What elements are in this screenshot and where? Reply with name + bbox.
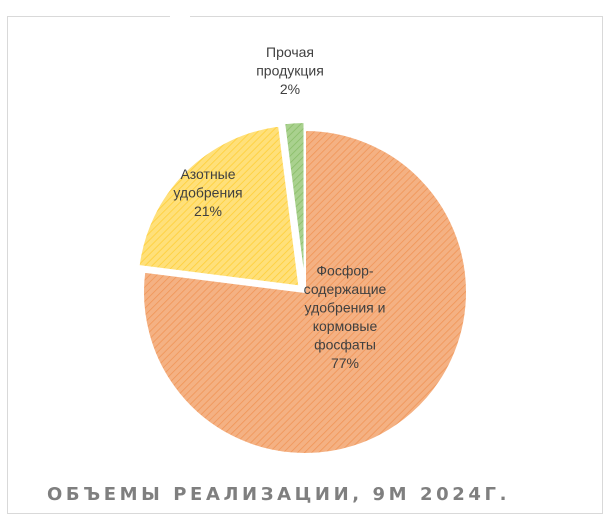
slice-label-phosphate: Фосфор-содержащие удобрения и кормовые фосф…	[304, 262, 387, 371]
slices-layer	[137, 121, 468, 455]
frame-gap	[170, 12, 190, 20]
slice-label-line: продукция	[256, 63, 324, 79]
chart-title: ОБЪЕМЫ РЕАЛИЗАЦИИ, 9М 2024Г.	[47, 484, 511, 505]
slice-label-line: 21%	[194, 203, 222, 219]
slice-label-line: Прочая	[266, 44, 314, 60]
slice-label-line: Азотные	[180, 166, 235, 182]
slice-label-line: удобрения	[173, 185, 242, 201]
pie-slice-phosphate	[142, 128, 468, 455]
pie-slice-other	[283, 121, 306, 285]
slice-label-line: 77%	[331, 355, 359, 371]
slice-label-other: Прочая продукция 2%	[256, 44, 324, 97]
slice-label-line: кормовые	[313, 318, 378, 334]
slice-label-line: Фосфор-	[316, 262, 374, 278]
slice-label-line: 2%	[280, 81, 300, 97]
slice-label-nitrogen: Азотные удобрения 21%	[173, 166, 242, 219]
labels-layer: Фосфор-содержащие удобрения и кормовые фосф…	[173, 44, 386, 371]
pie-slice-nitrogen	[137, 124, 301, 288]
slice-label-line: содержащие	[304, 281, 387, 297]
slice-label-line: фосфаты	[314, 336, 376, 352]
slice-label-line: удобрения и	[305, 299, 386, 315]
